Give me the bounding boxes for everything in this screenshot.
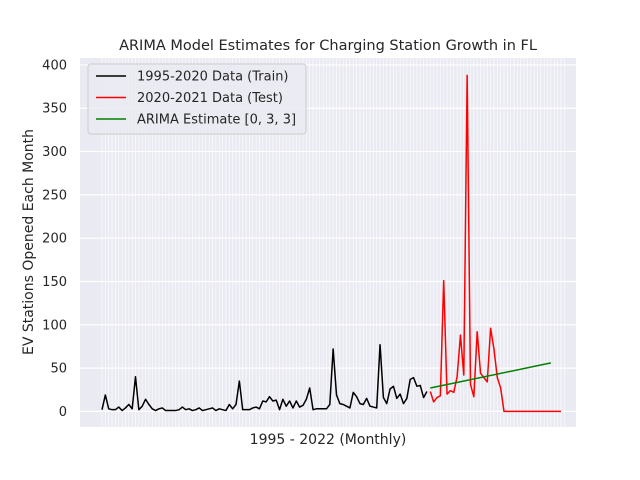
series-lines — [101, 74, 561, 413]
y-tick-label: 350 — [42, 102, 67, 117]
chart-title: ARIMA Model Estimates for Charging Stati… — [119, 38, 537, 54]
test-series-line — [429, 74, 561, 413]
y-tick-label: 100 — [42, 318, 67, 333]
y-tick-label: 0 — [59, 405, 67, 420]
y-tick-label: 250 — [42, 188, 67, 203]
legend: 1995-2020 Data (Train) 2020-2021 Data (Te… — [87, 63, 307, 135]
y-tick-label: 300 — [42, 145, 67, 160]
y-tick-labels: 0 50 100 150 200 250 300 350 400 — [42, 58, 67, 419]
legend-entry-arima-label: ARIMA Estimate [0, 3, 3] — [137, 113, 296, 128]
train-series-line — [101, 343, 428, 412]
x-axis-label: 1995 - 2022 (Monthly) — [250, 432, 407, 448]
legend-entry-train-label: 1995-2020 Data (Train) — [137, 70, 289, 85]
y-tick-label: 150 — [42, 275, 67, 290]
legend-box — [87, 63, 307, 135]
y-tick-label: 400 — [42, 58, 67, 73]
legend-entry-test-label: 2020-2021 Data (Test) — [137, 91, 283, 106]
y-axis-label: EV Stations Opened Each Month — [21, 129, 37, 355]
arima-estimate-line — [430, 362, 552, 389]
y-tick-label: 50 — [50, 362, 67, 377]
y-tick-label: 200 — [42, 232, 67, 247]
